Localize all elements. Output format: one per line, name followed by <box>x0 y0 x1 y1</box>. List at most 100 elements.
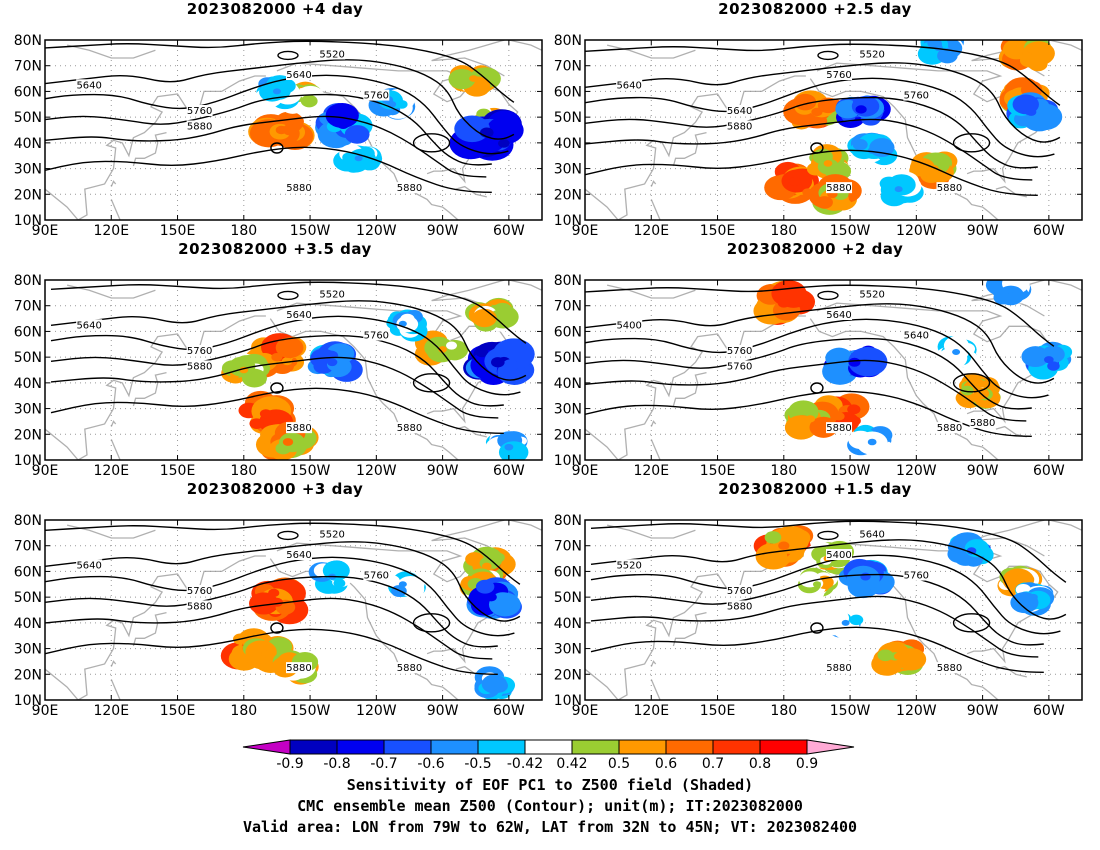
y-tick-label: 50N <box>14 110 42 126</box>
x-tick-label: 120E <box>93 223 129 239</box>
coastline <box>110 180 117 187</box>
z500-closed-contour <box>817 530 839 541</box>
contour-label-bg <box>826 182 853 194</box>
z500-contour <box>50 334 504 407</box>
positive-sensitivity-patch <box>446 341 458 350</box>
x-tick-label: 90W <box>967 463 999 479</box>
contour-label: 5640 <box>76 320 101 331</box>
contour-label-bg <box>859 528 886 540</box>
coastline <box>1048 40 1082 51</box>
coastline <box>585 75 806 220</box>
coastline <box>45 555 266 700</box>
positive-sensitivity-patch <box>249 418 264 429</box>
x-tick-label: 90W <box>967 223 999 239</box>
sensitivity-core <box>1025 108 1037 116</box>
contour-label-bg <box>936 662 963 674</box>
y-tick-label: 20N <box>14 427 42 443</box>
contour-label-bg <box>936 422 963 434</box>
coastline <box>431 40 505 77</box>
z500-closed-contour <box>270 622 284 634</box>
contour-label-bg <box>396 662 423 674</box>
colorbar-swatch <box>336 739 385 755</box>
contour-label: 5880 <box>937 423 962 434</box>
contour-label-bg <box>826 422 853 434</box>
z500-closed-contour <box>270 382 284 394</box>
positive-sensitivity-patch <box>448 69 476 90</box>
y-tick-label: 70N <box>554 299 582 315</box>
contour-label: 5880 <box>397 663 422 674</box>
coastline <box>585 315 806 460</box>
x-tick-label: 90W <box>427 223 459 239</box>
contour-label-bg <box>826 549 853 560</box>
z500-closed-contour <box>412 133 451 153</box>
contour-label-bg <box>903 329 930 341</box>
map-area: 5640 5520 5760 5640 5760 5880 5880 5880 <box>585 40 1082 220</box>
coastline <box>650 199 661 220</box>
contour-label-bg <box>286 422 313 434</box>
coastline <box>66 44 156 59</box>
contour-label-bg <box>186 585 213 596</box>
map-day3-5: 5640 5520 5640 5760 5760 5880 5880 5880 90E 120E 1… <box>14 273 543 479</box>
plot-frame <box>584 39 1083 221</box>
colorbar-swatch <box>383 739 432 755</box>
z500-contour <box>45 628 498 675</box>
y-tick-label: 80N <box>554 33 582 49</box>
coastline <box>431 520 505 557</box>
panel-day4: 2023082000 +4 day 5640 5520 5640 5760 5760 58… <box>0 0 550 240</box>
contour-label-bg <box>726 360 753 372</box>
positive-sensitivity-patch <box>909 157 935 177</box>
panel-title: 2023082000 +4 day <box>186 0 364 18</box>
contour-label: 5880 <box>286 183 311 194</box>
contour-label: 5640 <box>286 310 311 321</box>
y-tick-label: 20N <box>554 667 582 683</box>
z500-closed-contour <box>817 290 839 301</box>
sensitivity-core <box>486 312 496 320</box>
z500-contour <box>585 303 1055 384</box>
x-tick-label: 60W <box>493 703 525 719</box>
map-day3: 5640 5520 5640 5760 5760 5880 5880 5880 90E 120E 1… <box>14 513 543 719</box>
coastline <box>650 439 661 460</box>
contour-label: 5640 <box>76 560 101 571</box>
sensitivity-core <box>788 176 801 186</box>
negative-sensitivity-patch <box>325 103 359 128</box>
x-tick-label: 180 <box>230 223 257 239</box>
z500-contour <box>585 149 1038 196</box>
map-day4: 5640 5520 5640 5760 5760 5880 5880 5880 90E 120E 1… <box>14 33 543 239</box>
x-tick-label: 120W <box>356 223 397 239</box>
coastline <box>110 439 121 460</box>
sensitivity-core <box>894 186 903 193</box>
z500-contour <box>50 315 521 396</box>
y-tick-label: 20N <box>554 427 582 443</box>
map-area: 5520 5640 5400 5760 5760 5880 5880 5880 <box>585 520 1082 700</box>
z500-contour <box>50 387 504 434</box>
sensitivity-core <box>326 358 338 367</box>
coastline <box>45 75 266 220</box>
sensitivity-core <box>778 541 790 550</box>
contour-label-bg <box>363 89 390 101</box>
x-tick-label: 90W <box>427 463 459 479</box>
contour-label: 5760 <box>904 571 929 582</box>
plot-frame <box>584 519 1083 701</box>
y-tick-label: 60N <box>554 324 582 340</box>
sensitivity-core <box>270 597 283 607</box>
z500-contour <box>45 575 498 648</box>
positive-sensitivity-patch <box>281 357 293 366</box>
y-tick-label: 80N <box>554 513 582 529</box>
coastline <box>110 679 121 700</box>
colorbar-tick-label: 0.8 <box>749 756 771 772</box>
positive-sensitivity-patch <box>248 592 279 615</box>
coastline <box>110 420 117 427</box>
sensitivity-core <box>805 415 816 423</box>
contour-label: 5640 <box>904 331 929 342</box>
z500-closed-contour <box>810 382 824 394</box>
z500-contour <box>45 59 515 140</box>
contour-label-bg <box>726 585 753 596</box>
contour-label: 5760 <box>727 586 752 597</box>
footer-line-3: Valid area: LON from 79W to 62W, LAT fro… <box>242 818 858 836</box>
y-tick-label: 40N <box>14 376 42 392</box>
y-tick-label: 30N <box>14 402 42 418</box>
positive-sensitivity-patch <box>245 640 277 664</box>
z500-contour <box>45 597 493 660</box>
y-tick-label: 50N <box>554 590 582 606</box>
